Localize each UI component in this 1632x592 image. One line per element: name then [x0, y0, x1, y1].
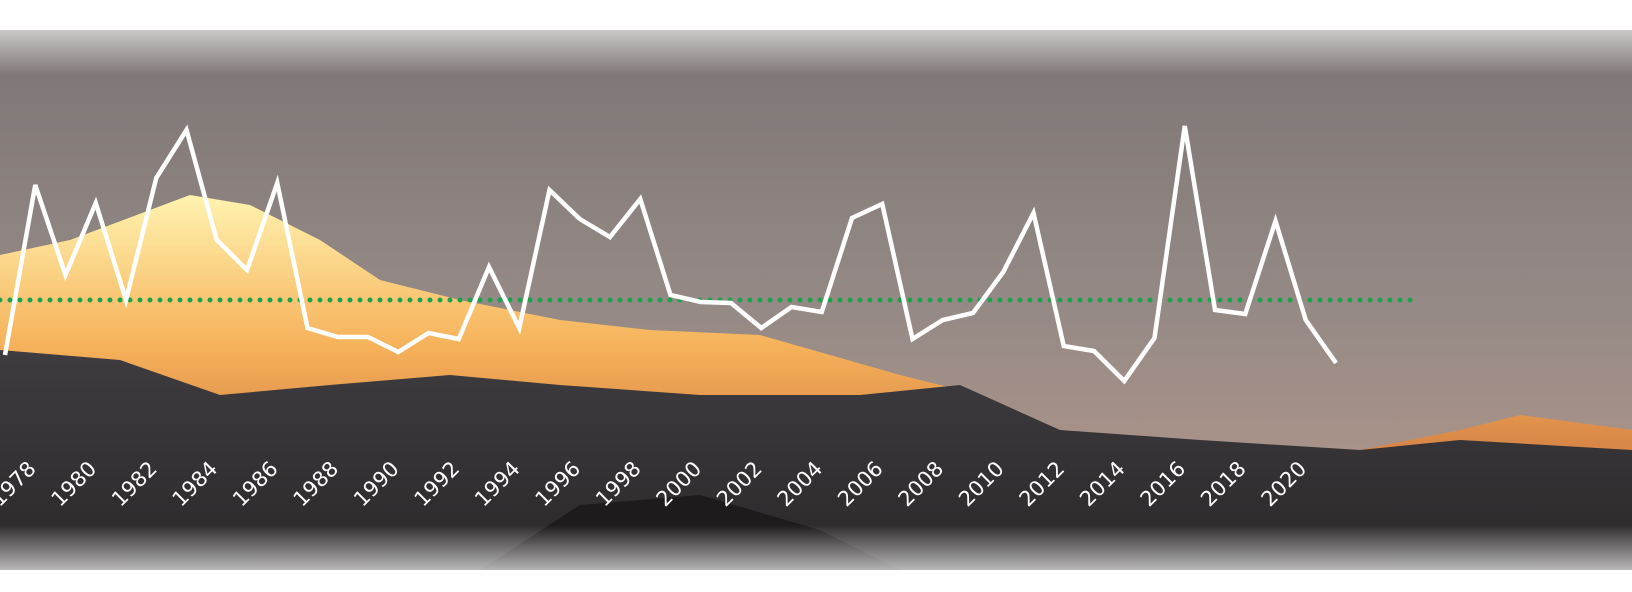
data-line	[2, 124, 1338, 385]
